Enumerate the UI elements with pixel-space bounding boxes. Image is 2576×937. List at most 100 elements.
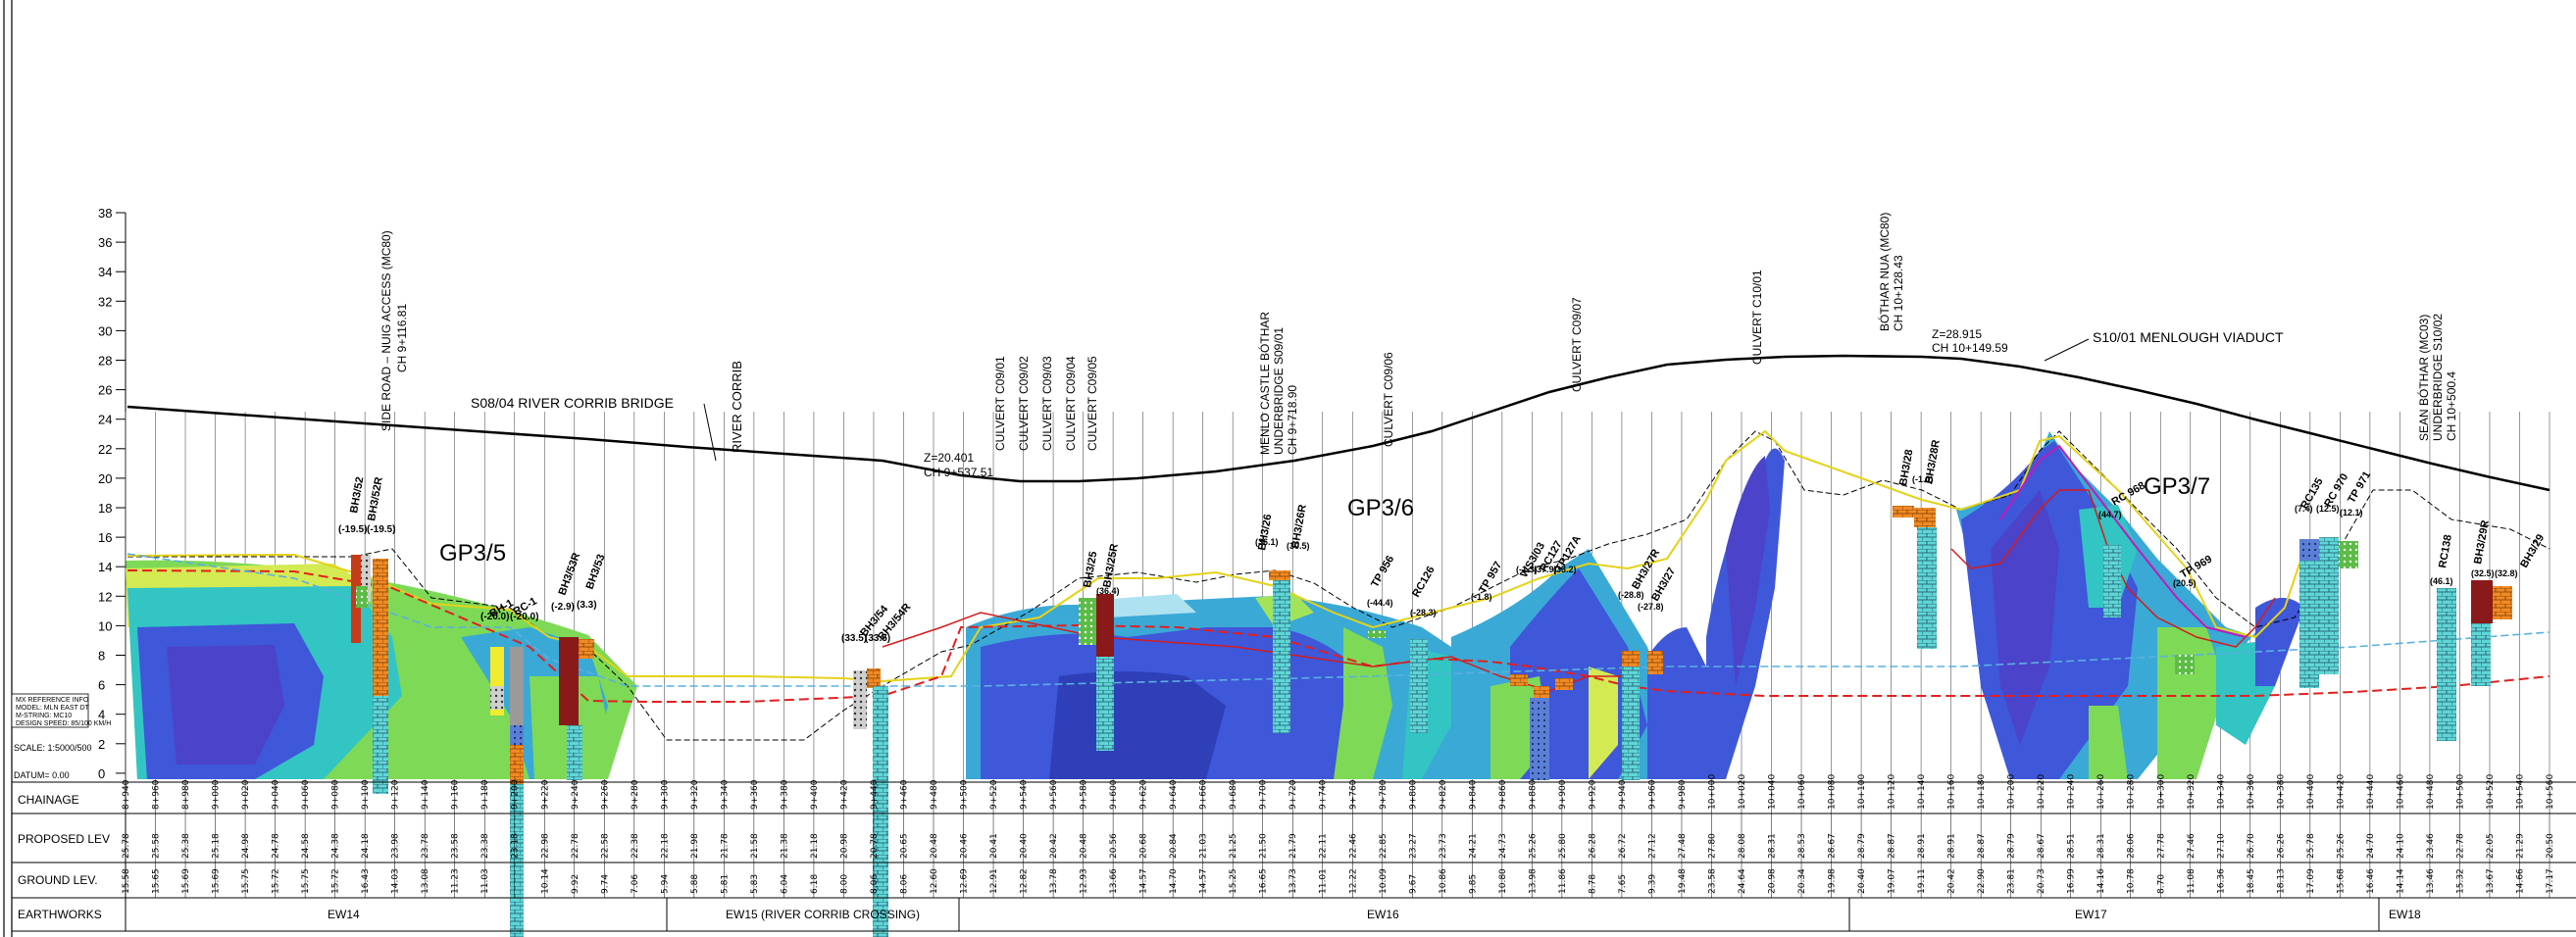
ground-level-cell: 11.01 (1319, 868, 1329, 894)
chainage-cell: 9+320 (690, 779, 700, 810)
bh-label: TP 971 (2346, 469, 2373, 506)
ground-level-cell: 14.57 (1199, 868, 1209, 894)
proposed-level-cell: 23.58 (451, 833, 461, 859)
proposed-level-cell: 20.48 (930, 833, 939, 859)
chainage-cell: 9+220 (540, 779, 550, 810)
chainage-cell: 9+260 (600, 779, 610, 810)
ground-level-cell: 10.86 (1439, 868, 1448, 894)
ground-level-cell: 14.03 (391, 868, 401, 894)
chainage-cell: 9+780 (1379, 779, 1389, 810)
chainage-cell: 9+820 (1439, 779, 1448, 810)
bh-label: BH3/52 (348, 476, 366, 515)
sean-bothar-3: CH 10+500.4 (2445, 371, 2458, 441)
axis-tick-label: 4 (98, 708, 105, 722)
ground-level-cell: 23.81 (2007, 868, 2017, 894)
ground-level-cell: 11.08 (2187, 868, 2197, 894)
chainage-cell: 9+860 (1498, 779, 1508, 810)
culvert-5: CULVERT C09/05 (1086, 356, 1099, 451)
ground-level-cell: 12.91 (989, 868, 999, 894)
ground-level-cell: 10.14 (540, 868, 550, 894)
chainage-cell: 9+480 (930, 779, 939, 810)
chainage-cell: 9+560 (1049, 779, 1059, 810)
chainage-cell: 9+540 (1020, 779, 1030, 810)
chainage-cell: 9+360 (750, 779, 760, 810)
chainage-cell: 8+940 (122, 779, 131, 810)
bh-label: (37.9) (1534, 565, 1557, 574)
chainage-cell: 10+400 (2306, 774, 2316, 810)
chainage-cell: 10+200 (2007, 774, 2017, 810)
chainage-cell: 9+000 (212, 779, 222, 810)
chainage-cell: 10+560 (2546, 774, 2555, 810)
proposed-level-cell: 20.68 (1139, 833, 1149, 859)
ground-level-cell: 19.48 (1678, 868, 1688, 894)
chainage-cell: 9+620 (1139, 779, 1149, 810)
proposed-level-cell: 28.91 (1947, 833, 1957, 859)
chainage-cell: 10+360 (2247, 774, 2256, 810)
axis-tick-label: 14 (98, 560, 112, 574)
chainage-cell: 9+720 (1288, 779, 1298, 810)
chainage-cell: 10+280 (2127, 774, 2137, 810)
ground-level-line (127, 430, 2551, 741)
chainage-cell: 10+480 (2426, 774, 2436, 810)
chainage-cell: 9+100 (361, 779, 371, 810)
bh-label: BH3/52R (366, 476, 385, 522)
ground-level-cell: 12.69 (960, 868, 970, 894)
ground-level-cell: 13.08 (421, 868, 430, 894)
chainage-cell: 9+680 (1229, 779, 1238, 810)
chainage-cell: 9+040 (272, 779, 281, 810)
side-road-chainage: CH 9+116.81 (395, 304, 409, 372)
bh-label: (33.5) (865, 633, 890, 644)
proposed-level-cell: 22.38 (631, 833, 640, 859)
bh-label: (-20.0) (510, 612, 538, 622)
chainage-cell: 10+320 (2187, 774, 2197, 810)
chainage-cell: 9+400 (810, 779, 820, 810)
bh-label: (20.5) (2173, 578, 2197, 588)
chainage-cell: 10+540 (2515, 774, 2525, 810)
proposed-level-cell: 25.78 (2306, 833, 2316, 859)
ground-level-cell: 20.98 (1768, 868, 1778, 894)
chainage-cell: 9+380 (780, 779, 789, 810)
ground-level-cell: 11.03 (480, 868, 490, 894)
bh-label: BH3/29 (2518, 532, 2547, 569)
chainage-cell: 9+580 (1080, 779, 1089, 810)
chainage-cell: 10+100 (1857, 774, 1867, 810)
red-dashed-line (126, 569, 2551, 703)
chainage-cell: 9+740 (1319, 779, 1329, 810)
proposed-level-cell: 28.53 (1797, 833, 1807, 859)
ground-level-cell: 10.09 (1379, 868, 1389, 894)
axis-tick-label: 6 (98, 678, 105, 693)
bothar-nua-1: BÓTHAR NUA (MC80) (1877, 213, 1892, 331)
chainage-cell: 10+460 (2396, 774, 2405, 810)
structure-annotations: S08/04 RIVER CORRIB BRIDGE RIVER CORRIB … (379, 213, 2458, 479)
proposed-level-cell: 25.26 (2336, 833, 2346, 859)
chainage-cell: 10+180 (1977, 774, 1987, 810)
proposed-level-cell: 22.05 (2486, 833, 2496, 859)
bh-label: (7.4) (2295, 504, 2313, 514)
culvert-3: CULVERT C09/03 (1040, 356, 1054, 451)
proposed-level-cell: 22.98 (540, 833, 550, 859)
bh-label: (-19.5) (367, 524, 395, 535)
proposed-level-cell: 21.29 (2515, 833, 2525, 859)
chainage-cell: 9+700 (1259, 779, 1269, 810)
chainage-cell: 9+900 (1558, 779, 1568, 810)
proposed-level-cell: 22.46 (1348, 833, 1358, 859)
proposed-level-cell: 20.42 (1049, 833, 1059, 859)
chainage-cell: 8+980 (181, 779, 191, 810)
bh-label: (12.5) (2316, 504, 2340, 514)
proposed-level-cell: 21.98 (690, 833, 700, 859)
proposed-level-cell: 25.58 (152, 833, 162, 859)
earthworks-ew18: EW18 (2389, 908, 2421, 921)
proposed-level-cell: 24.58 (301, 833, 311, 859)
chainage-cell: 9+600 (1109, 779, 1119, 810)
earthworks-ew14: EW14 (328, 908, 360, 921)
ground-level-cell: 19.11 (1917, 868, 1927, 894)
row-label-earthworks: EARTHWORKS (18, 908, 102, 921)
chainage-cell: 10+040 (1768, 774, 1778, 810)
model-info-line: MX REFERENCE INFO (16, 697, 89, 704)
chainage-cell: 9+180 (480, 779, 490, 810)
proposed-level-cell: 20.40 (1020, 833, 1030, 859)
bh-label: (46.1) (2430, 576, 2453, 586)
chainage-cell: 10+300 (2156, 774, 2166, 810)
culvert-4: CULVERT C09/04 (1064, 356, 1078, 451)
